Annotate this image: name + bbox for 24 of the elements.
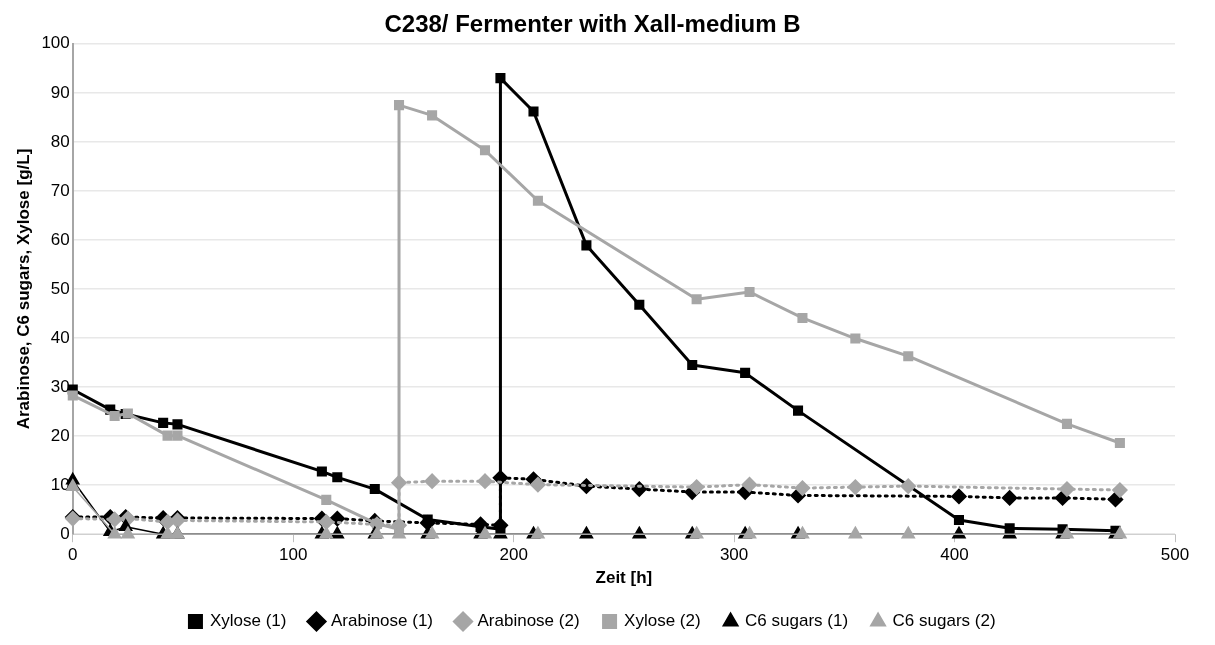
y-tick-label: 40 [50, 327, 70, 347]
x-axis-title: Zeit [h] [595, 568, 653, 588]
y-tick-label: 100 [41, 33, 70, 53]
x-tick-label: 500 [1160, 545, 1190, 565]
y-axis-title: Arabinose, C6 sugars, Xylose [g/L] [13, 148, 33, 430]
legend-label: Xylose (1) [209, 611, 287, 631]
y-tick-label: 50 [50, 278, 70, 298]
y-tick-label: 70 [50, 180, 70, 200]
y-tick-label: 60 [50, 229, 70, 249]
legend-label: C6 sugars (1) [745, 611, 849, 631]
y-tick-label: 30 [50, 376, 70, 396]
y-tick-label: 0 [60, 523, 70, 543]
y-tick-label: 90 [50, 82, 70, 102]
legend-label: Arabinose (2) [477, 611, 580, 631]
x-tick-label: 300 [719, 545, 749, 565]
legend-label: Xylose (2) [624, 611, 701, 631]
legend-label: C6 sugars (2) [892, 611, 996, 631]
x-tick-label: 400 [940, 545, 969, 565]
x-tick-label: 200 [499, 545, 528, 565]
y-tick-label: 20 [50, 425, 70, 445]
x-tick-label: 100 [279, 545, 308, 565]
legend-label: Arabinose (1) [330, 611, 434, 631]
chart-title: C238/ Fermenter with Xall-medium B [384, 10, 801, 38]
y-tick-label: 80 [50, 131, 70, 151]
